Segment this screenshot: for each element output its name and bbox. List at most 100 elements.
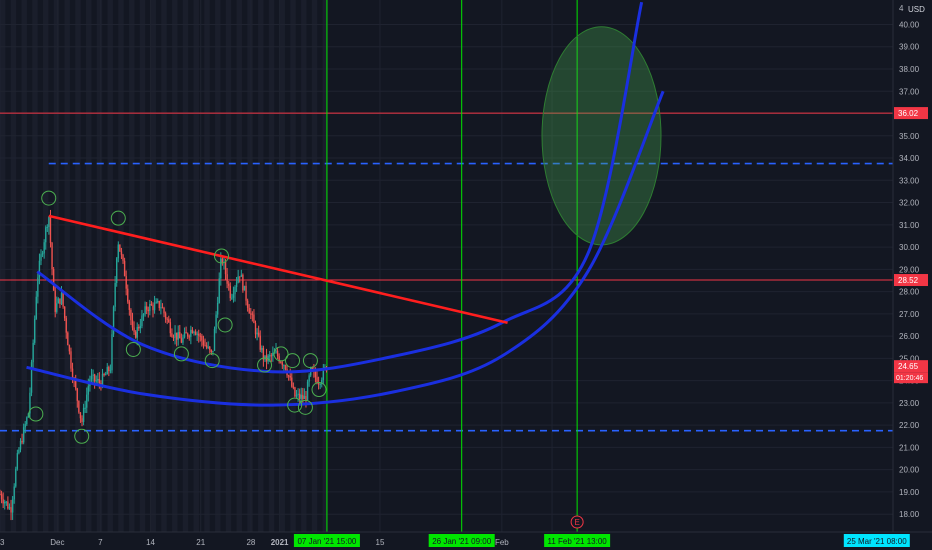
candle-body (111, 334, 113, 371)
candle-body (199, 335, 202, 337)
session-band (107, 0, 113, 532)
candle-body (82, 407, 85, 422)
candle-body (269, 355, 271, 357)
price-tick-label: 25.00 (899, 354, 920, 363)
candle-body (201, 335, 203, 341)
event-marker[interactable]: E (570, 515, 584, 529)
pivot-circle (125, 341, 141, 357)
candle-body (131, 320, 134, 328)
candle-body (78, 400, 80, 413)
candle-body (22, 427, 25, 443)
candle-body (264, 355, 266, 360)
candle-body (308, 375, 310, 382)
candle-body (134, 331, 137, 338)
date-tag-label: 11 Feb '21 13:00 (548, 537, 608, 546)
price-tick-label: 21.00 (899, 443, 920, 452)
price-tick-label: 18.00 (899, 510, 920, 519)
pivot-circle (214, 248, 230, 264)
candle-body (70, 351, 72, 369)
candle-body (229, 285, 231, 299)
candle-body (130, 309, 132, 321)
candle-body (305, 395, 307, 400)
arc-curves[interactable] (26, 1, 665, 407)
candle-body (54, 290, 56, 312)
candle-body (125, 276, 127, 289)
candle-body (292, 386, 295, 388)
candle-body (24, 424, 26, 428)
horizontal-price-lines[interactable] (0, 112, 893, 432)
candle-body (262, 348, 265, 360)
candle-body (97, 379, 99, 381)
currency-label: USD (908, 5, 925, 14)
price-tag-bg (894, 360, 928, 373)
candle-body (204, 345, 206, 347)
date-tag-label: 26 Jan '21 09:00 (432, 537, 491, 546)
price-tick-label: 32.00 (899, 199, 920, 208)
candle-body (120, 251, 123, 255)
session-band (236, 0, 242, 532)
candle-body (270, 355, 272, 357)
resistance-trendline (48, 214, 508, 325)
candle-body (179, 332, 181, 339)
candle-body (169, 322, 172, 334)
candle-body (275, 350, 277, 353)
candle-body (276, 350, 279, 357)
candle-body (108, 367, 110, 371)
pivot-circle (28, 406, 44, 422)
candle-body (90, 375, 93, 380)
candle-body (174, 332, 176, 338)
session-band (225, 0, 232, 532)
event-marker-circle (570, 515, 584, 529)
candle-body (76, 388, 78, 401)
candle-body (216, 302, 219, 315)
date-tag-label: 25 Mar '21 08:00 (847, 537, 907, 546)
candle-body (158, 301, 161, 309)
candle-body (194, 331, 197, 335)
candle-body (11, 499, 14, 513)
candle-body (133, 327, 135, 332)
price-tags: 36.02 28.52 24.65 01:20:46 (894, 107, 928, 384)
vertical-date-lines[interactable] (326, 0, 578, 532)
candle-body (196, 333, 198, 335)
candle-body (303, 395, 306, 400)
candle-body (280, 361, 282, 363)
candle-body (128, 301, 131, 310)
candle-body (283, 365, 285, 367)
candle-body (122, 254, 124, 261)
price-tick-label: 31.00 (899, 221, 920, 230)
candle-body (84, 407, 86, 409)
candle-body (272, 352, 274, 356)
pivot-circles (28, 190, 327, 444)
price-tick-label: 28.00 (899, 288, 920, 297)
candle-body (10, 507, 12, 513)
candle-body (114, 282, 116, 307)
candle-body (289, 375, 291, 378)
price-axis-panel[interactable] (893, 0, 932, 532)
price-tick-label: 26.00 (899, 332, 920, 341)
session-band (43, 0, 49, 532)
candle-body (213, 328, 216, 351)
price-tick-label: 23.00 (899, 399, 920, 408)
price-tick-label: 20.00 (899, 466, 920, 475)
session-band (64, 0, 70, 532)
session-band (86, 0, 92, 532)
candle-body (106, 367, 108, 375)
session-band (172, 0, 178, 532)
candle-body (302, 394, 304, 400)
trendline[interactable] (48, 214, 508, 325)
candle-body (45, 227, 47, 243)
session-band (0, 0, 6, 532)
candle-body (218, 278, 220, 303)
countdown-label: 01:20:46 (896, 375, 923, 382)
candle-body (207, 346, 209, 348)
candle-body (142, 314, 145, 316)
pivot-circle (273, 346, 289, 362)
candle-body (32, 342, 34, 363)
candle-body (254, 323, 257, 335)
candle-body (259, 335, 261, 350)
candle-body (4, 502, 6, 504)
candle-body (198, 333, 200, 336)
candle-body (62, 292, 64, 307)
session-band (150, 0, 156, 532)
